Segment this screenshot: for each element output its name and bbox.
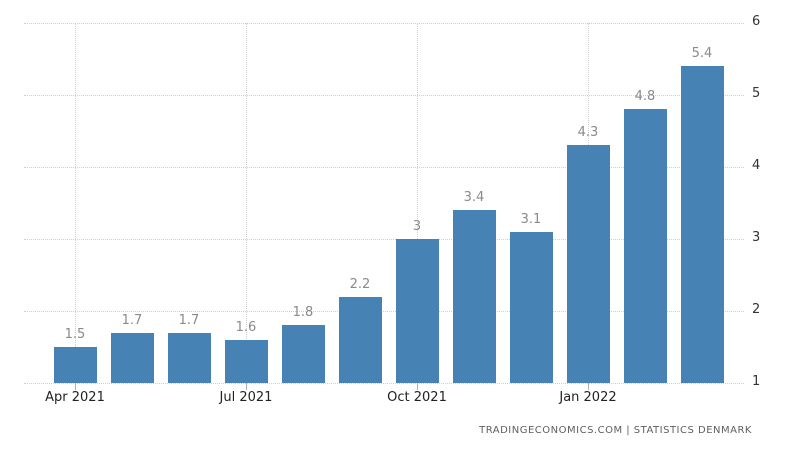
bar-value-label: 3 [412, 219, 422, 234]
y-axis-tick-label: 5 [752, 86, 761, 101]
bar[interactable] [167, 332, 211, 383]
y-axis-tick-label: 1 [752, 374, 761, 389]
gridline-horizontal [24, 23, 744, 24]
bar-value-label: 2.2 [349, 276, 371, 292]
bar[interactable] [110, 332, 154, 383]
bar-value-label: 4.3 [577, 125, 599, 141]
bar[interactable] [395, 239, 439, 383]
gridline-horizontal [24, 383, 744, 384]
x-axis-tick [417, 383, 418, 390]
y-axis-tick-label: 2 [752, 302, 761, 317]
bar-value-label: 1.6 [235, 319, 257, 335]
bar-value-label: 1.7 [121, 312, 143, 328]
gridline-horizontal [24, 239, 744, 240]
bar-value-label: 3.1 [520, 211, 542, 227]
gridline-vertical [246, 23, 247, 383]
bar[interactable] [452, 210, 496, 383]
x-axis-tick [246, 383, 247, 390]
x-axis-tick-label: Apr 2021 [45, 390, 105, 405]
bar-value-label: 1.5 [64, 327, 86, 342]
gridline-horizontal [24, 167, 744, 168]
bar-value-label: 1.7 [178, 312, 200, 328]
y-axis-tick-label: 4 [752, 158, 761, 173]
bar[interactable] [53, 347, 97, 383]
bar-value-label: 5.4 [691, 46, 713, 62]
bar[interactable] [623, 109, 667, 383]
gridline-horizontal [24, 311, 744, 312]
y-axis-tick-label: 3 [752, 230, 761, 245]
bar[interactable] [281, 325, 325, 383]
x-axis-tick [588, 383, 589, 390]
bar[interactable] [509, 231, 553, 383]
bar-value-label: 1.8 [292, 305, 314, 321]
x-axis-tick-label: Oct 2021 [387, 390, 447, 405]
bar[interactable] [680, 66, 724, 383]
plot-area: 1.5 1.7 1.7 1.6 1.8 2.2 3 3.4 3.1 4.3 4.8 5.4 [24, 23, 744, 390]
bar[interactable] [224, 339, 268, 383]
y-axis-tick-label: 6 [752, 14, 761, 29]
x-axis-tick-label: Jul 2021 [219, 390, 273, 405]
gridline-horizontal [24, 95, 744, 96]
attribution-text: TRADINGECONOMICS.COM | STATISTICS DENMAR… [479, 425, 752, 436]
gridline-vertical [417, 23, 418, 383]
bar-value-label: 3.4 [463, 190, 485, 206]
x-axis-tick [75, 383, 76, 390]
bar[interactable] [566, 145, 610, 383]
x-axis-tick-label: Jan 2022 [559, 390, 617, 405]
bar[interactable] [338, 296, 382, 383]
gridline-vertical [75, 23, 76, 383]
bar-value-label: 4.8 [634, 89, 656, 105]
